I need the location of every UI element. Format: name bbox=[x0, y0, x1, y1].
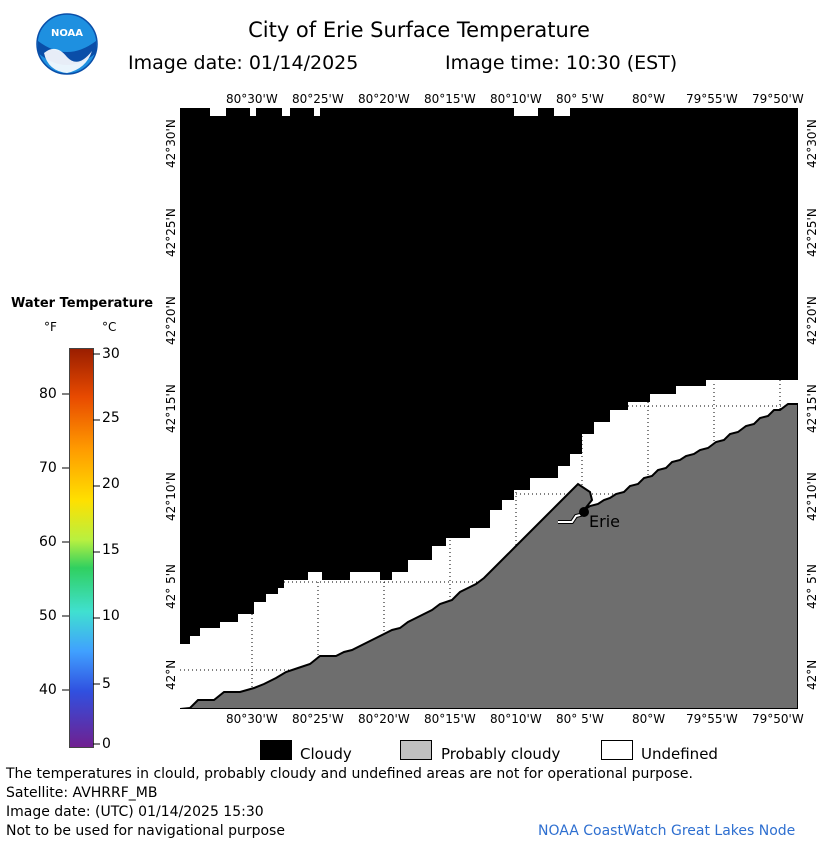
legend-swatch-probably-cloudy bbox=[400, 740, 432, 760]
lat-label: 42° 5'N bbox=[805, 564, 819, 609]
undefined-patch bbox=[282, 108, 290, 116]
lon-label: 80°10'W bbox=[490, 712, 542, 726]
c-tick-label: 25 bbox=[102, 410, 120, 426]
noaa-logo-text: NOAA bbox=[50, 28, 84, 39]
undefined-patch bbox=[554, 108, 570, 116]
lat-label: 42°25'N bbox=[164, 208, 178, 257]
cloudy-area bbox=[180, 108, 798, 644]
colorbar-title: Water Temperature bbox=[11, 296, 154, 311]
lon-label: 79°50'W bbox=[752, 712, 804, 726]
c-tick-label: 20 bbox=[102, 476, 120, 492]
undefined-patch bbox=[210, 108, 226, 116]
legend-label-undefined: Undefined bbox=[641, 745, 718, 763]
lat-label: 42°30'N bbox=[805, 119, 819, 168]
lat-label: 42°25'N bbox=[805, 208, 819, 257]
colorbar-unit-c: °C bbox=[102, 320, 117, 334]
map-canvas bbox=[180, 108, 798, 709]
lon-label: 80°25'W bbox=[292, 712, 344, 726]
lon-label: 80°W bbox=[632, 92, 666, 106]
lon-label: 80°25'W bbox=[292, 92, 344, 106]
undefined-patch bbox=[514, 108, 538, 116]
lon-label: 80°15'W bbox=[424, 92, 476, 106]
lat-label: 42°N bbox=[805, 659, 819, 690]
lat-label: 42°15'N bbox=[164, 384, 178, 433]
c-tick-label: 5 bbox=[102, 676, 111, 692]
undefined-patch bbox=[250, 108, 256, 116]
legend-label-cloudy: Cloudy bbox=[300, 745, 352, 763]
c-tick-label: 10 bbox=[102, 608, 120, 624]
lat-label: 42° 5'N bbox=[164, 564, 178, 609]
lat-label: 42°20'N bbox=[805, 296, 819, 345]
noaa-logo: NOAA bbox=[36, 13, 98, 75]
footer-disclaimer: The temperatures in clould, probably clo… bbox=[6, 766, 693, 782]
noaa-logo-icon bbox=[36, 13, 98, 75]
c-tick-label: 0 bbox=[102, 736, 111, 752]
lon-label: 80° 5'W bbox=[556, 712, 604, 726]
f-tick-label: 80 bbox=[39, 386, 57, 402]
legend-label-probably-cloudy: Probably cloudy bbox=[441, 745, 561, 763]
lon-label: 79°55'W bbox=[686, 712, 738, 726]
lon-label: 80°10'W bbox=[490, 92, 542, 106]
f-tick-label: 60 bbox=[39, 534, 57, 550]
city-marker-erie bbox=[579, 507, 589, 517]
footer-navigation-warning: Not to be used for navigational purpose bbox=[6, 823, 285, 839]
page-title: City of Erie Surface Temperature bbox=[248, 18, 590, 42]
f-tick-label: 70 bbox=[39, 460, 57, 476]
city-label-erie: Erie bbox=[589, 512, 620, 531]
lon-label: 80° 5'W bbox=[556, 92, 604, 106]
image-date: Image date: 01/14/2025 bbox=[128, 52, 359, 74]
lon-label: 79°55'W bbox=[686, 92, 738, 106]
credit-link[interactable]: NOAA CoastWatch Great Lakes Node bbox=[538, 823, 796, 839]
lon-label: 80°30'W bbox=[226, 92, 278, 106]
lon-label: 80°20'W bbox=[358, 712, 410, 726]
colorbar-ticks bbox=[62, 353, 100, 745]
lon-label: 80°15'W bbox=[424, 712, 476, 726]
f-tick-label: 50 bbox=[39, 608, 57, 624]
image-time: Image time: 10:30 (EST) bbox=[445, 52, 678, 74]
f-tick-label: 40 bbox=[39, 682, 57, 698]
legend-swatch-undefined bbox=[601, 740, 633, 760]
footer-satellite: Satellite: AVHRRF_MB bbox=[6, 785, 158, 801]
colorbar bbox=[69, 348, 94, 748]
footer: The temperatures in clould, probably clo… bbox=[6, 765, 816, 841]
lon-label: 80°W bbox=[632, 712, 666, 726]
lat-label: 42°30'N bbox=[164, 119, 178, 168]
c-tick-label: 30 bbox=[102, 346, 120, 362]
lon-label: 80°20'W bbox=[358, 92, 410, 106]
footer-utc-date: Image date: (UTC) 01/14/2025 15:30 bbox=[6, 804, 264, 820]
legend-swatch-cloudy bbox=[260, 740, 292, 760]
lat-label: 42°10'N bbox=[805, 472, 819, 521]
c-tick-label: 15 bbox=[102, 542, 120, 558]
lat-label: 42°10'N bbox=[164, 472, 178, 521]
lat-label: 42°15'N bbox=[805, 384, 819, 433]
undefined-patch bbox=[314, 108, 320, 116]
colorbar-unit-f: °F bbox=[44, 320, 57, 334]
lon-label: 79°50'W bbox=[752, 92, 804, 106]
probably-cloudy-area bbox=[180, 403, 798, 709]
lat-label: 42°N bbox=[164, 659, 178, 690]
lat-label: 42°20'N bbox=[164, 296, 178, 345]
lon-label: 80°30'W bbox=[226, 712, 278, 726]
